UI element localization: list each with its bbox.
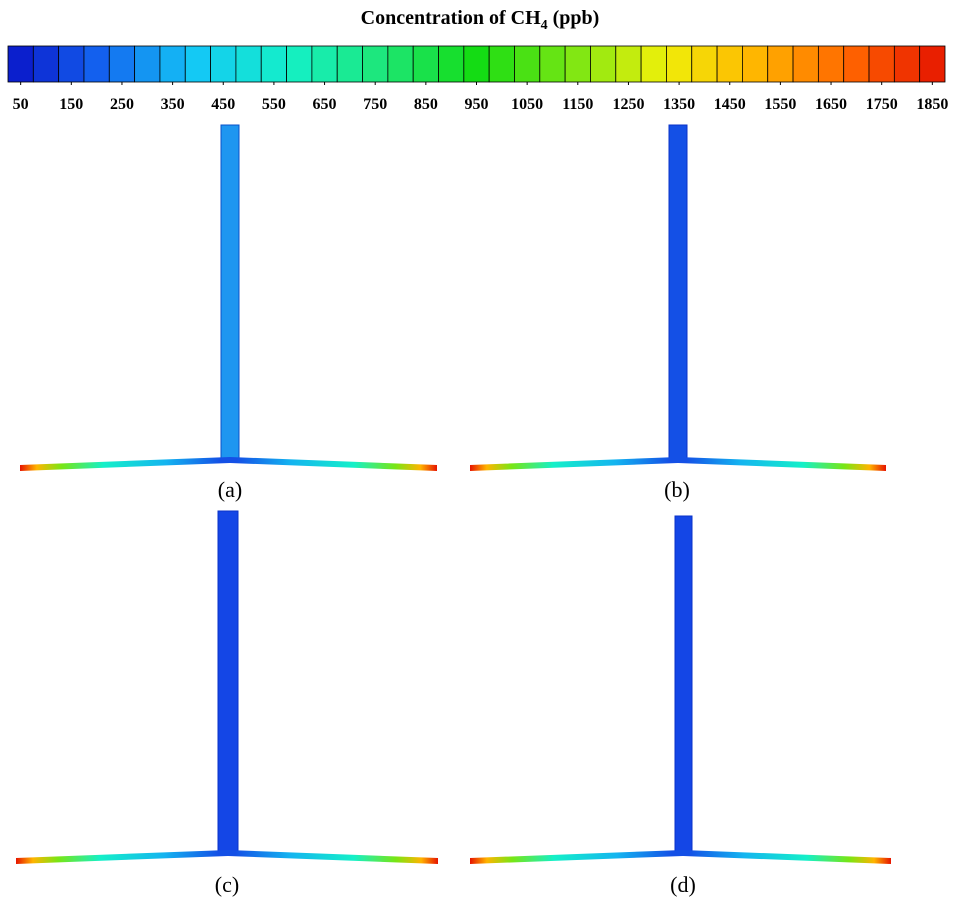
colorbar-segment [260,45,287,83]
colorbar-segment [792,45,819,83]
colorbar-segment [817,45,845,83]
panel-c: (c) [16,510,438,897]
colorbar-segment [843,45,870,83]
wing [470,850,891,864]
colorbar-segment [32,45,60,83]
colorbar-segment [134,45,161,83]
colorbar-segment [742,45,769,83]
colorbar-segment [7,45,34,83]
colorbar-segment [286,45,313,83]
colorbar-segment [311,45,338,83]
colorbar-segment [58,45,85,83]
colorbar-segment [438,45,465,83]
tick-label: 250 [110,96,134,113]
tick-label: 1250 [612,96,644,113]
colorbar-segment [184,45,211,83]
tick-label: 150 [59,96,83,113]
colorbar-segment [210,45,237,83]
tick-label: 1850 [916,96,948,113]
tick-label: 50 [13,96,29,113]
colorbar-segment [564,45,591,83]
colorbar-segment [666,45,693,83]
colorbar-segment [716,45,743,83]
colorbar-segment [412,45,439,83]
tick-label: 850 [414,96,438,113]
panel-a: (a) [20,124,437,502]
colorbar-segment [336,45,363,83]
wing [470,457,886,471]
colorbar-segment [539,45,566,83]
tick-label: 1450 [714,96,746,113]
tick-label: 650 [313,96,337,113]
tick-label: 1150 [562,96,593,113]
title-main: Concentration of CH [361,7,541,29]
tick-label: 350 [161,96,185,113]
colorbar-segment [387,45,414,83]
colorbar-segment [159,45,186,83]
column [674,515,693,853]
colorbar-segment [83,45,110,83]
colorbar-title: Concentration of CH4 (ppb) [361,7,600,33]
panel-label: (c) [215,872,239,897]
column [220,124,240,461]
tick-label: 1650 [815,96,847,113]
colorbar-segment [615,45,642,83]
panel-b: (b) [470,124,886,502]
panel-label: (a) [218,477,242,502]
colorbar-segment [463,45,490,83]
colorbar-segment [362,45,389,83]
colorbar-segment [590,45,617,83]
colorbar: 50 150 250 350 450 550 650 750 850 950 1050 1150 125… [7,45,948,113]
panel-d: (d) [470,515,891,897]
column [668,124,688,461]
column [217,510,239,853]
colorbar-segment [514,45,541,83]
colorbar-segment [893,45,921,83]
tick-label: 1050 [511,96,543,113]
tick-label: 1750 [866,96,898,113]
wing [16,850,438,864]
colorbar-segment [868,45,895,83]
colorbar-segment [640,45,667,83]
panel-label: (b) [664,477,690,502]
colorbar-segment [767,45,794,83]
panel-label: (d) [670,872,696,897]
colorbar-segment [235,45,262,83]
tick-label: 1350 [663,96,695,113]
wing [20,457,437,471]
tick-label: 550 [262,96,286,113]
colorbar-segment [691,45,718,83]
colorbar-segment [108,45,136,83]
tick-label: 450 [211,96,235,113]
tick-label: 750 [363,96,387,113]
tick-label: 950 [465,96,489,113]
colorbar-segment [488,45,515,83]
title-subscript: 4 [541,18,548,33]
tick-label: 1550 [764,96,796,113]
title-unit: (ppb) [548,7,600,29]
colorbar-segment [919,45,946,83]
